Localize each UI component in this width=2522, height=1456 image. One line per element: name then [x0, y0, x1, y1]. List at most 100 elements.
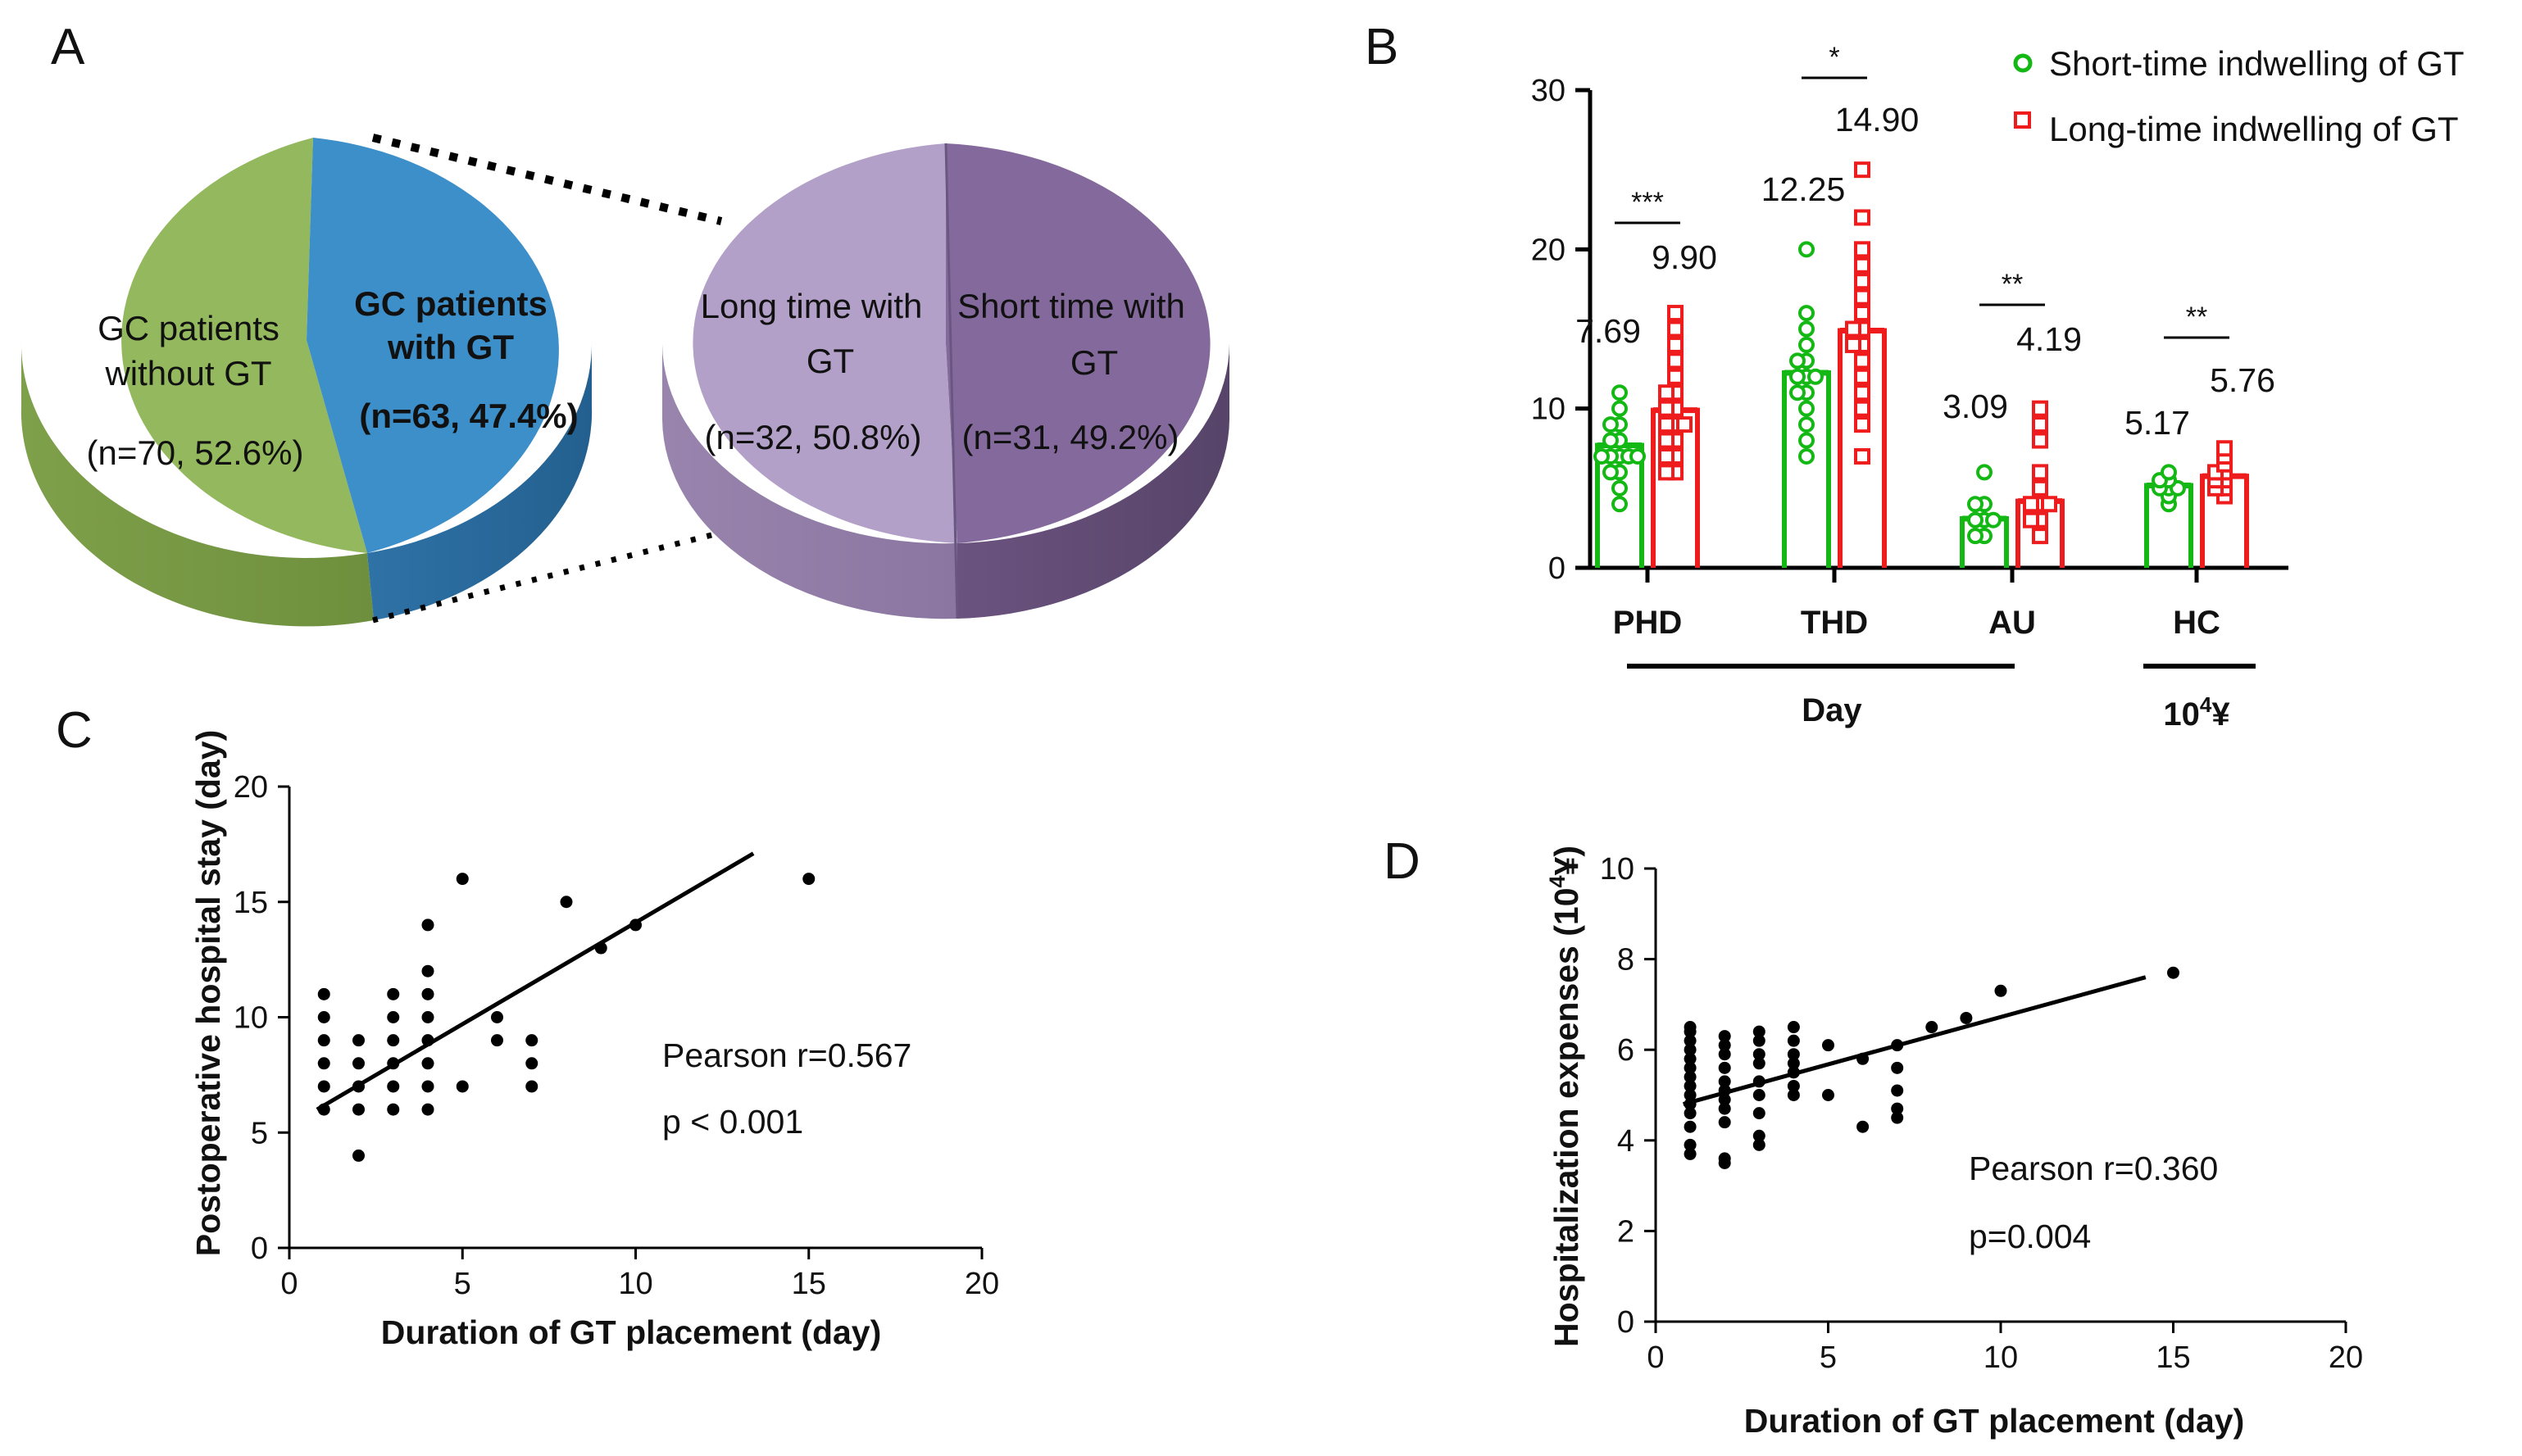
b-point — [1854, 416, 1870, 433]
b-point — [1658, 416, 1675, 433]
c-point — [456, 1080, 469, 1093]
pie-slice-with-gt — [307, 138, 559, 553]
hc-unit-label: 104¥ — [2163, 692, 2230, 733]
b-point — [1798, 241, 1815, 258]
c-point — [317, 1080, 330, 1093]
c-point — [387, 1034, 400, 1047]
c-y-axis-title: Postoperative hospital stay (day) — [189, 730, 227, 1257]
b-point — [1789, 368, 1806, 385]
c-point — [317, 1011, 330, 1023]
c-point — [317, 987, 330, 1000]
d-y-tick-label: 2 — [1617, 1214, 1634, 1249]
b-category-label: AU — [1988, 605, 2036, 641]
d-x-axis-title: Duration of GT placement (day) — [1744, 1402, 2245, 1440]
c-y-tick-label: 10 — [234, 1001, 268, 1036]
c-point — [525, 1034, 538, 1047]
b-bar-value-label: 3.09 — [1943, 388, 2008, 425]
b-point — [1611, 496, 1628, 513]
b-point — [2032, 432, 2048, 449]
b-bar-value-label: 7.69 — [1575, 312, 1641, 350]
c-point — [421, 1103, 434, 1116]
d-point — [1684, 1070, 1697, 1083]
d-point — [1718, 1048, 1731, 1061]
b-point — [2041, 496, 2057, 513]
zoom-connector-bottom — [372, 525, 738, 624]
b-point — [1798, 336, 1815, 353]
d-point — [1752, 1025, 1765, 1038]
d-fit-line — [1683, 975, 2147, 1106]
b-point — [1798, 416, 1815, 433]
d-point — [1787, 1089, 1800, 1101]
d-y-tick-label: 8 — [1617, 943, 1634, 977]
legend-marker-long — [2014, 111, 2031, 129]
d-point — [1752, 1129, 1765, 1142]
b-point — [1611, 400, 1628, 417]
b-point — [1798, 320, 1815, 338]
pie-slice-long-time — [693, 143, 957, 543]
d-point — [1718, 1075, 1731, 1088]
d-point — [1684, 1052, 1697, 1065]
b-point — [1854, 209, 1870, 226]
d-point — [1718, 1030, 1731, 1043]
pie-side-purple — [957, 344, 1229, 619]
d-y-tick-label: 10 — [1600, 852, 1634, 887]
d-point — [1994, 984, 2007, 997]
d-p-value: p=0.004 — [1969, 1218, 2091, 1255]
pie-label-without-gt-l1: GC patients — [98, 309, 279, 347]
pie-value-without-gt: (n=70, 52.6%) — [86, 433, 303, 472]
c-y-tick-label: 5 — [251, 1116, 268, 1150]
c-point — [560, 896, 573, 909]
d-x-tick-label: 15 — [2156, 1340, 2190, 1375]
d-point — [1960, 1011, 1973, 1024]
b-category-label: HC — [2173, 605, 2220, 641]
c-x-tick-label: 15 — [792, 1267, 826, 1301]
b-bar-value-label: 9.90 — [1652, 238, 1717, 276]
d-point — [1752, 1048, 1765, 1061]
c-point — [525, 1080, 538, 1093]
panel-a-label: A — [51, 19, 85, 75]
pie-label-with-gt-l1: GC patients — [354, 284, 548, 323]
pie-divider — [944, 143, 959, 619]
c-x-tick-label: 0 — [280, 1267, 298, 1301]
c-point — [525, 1057, 538, 1070]
d-x-tick-label: 10 — [1984, 1340, 2018, 1375]
pie-value-with-gt: (n=63, 47.4%) — [359, 397, 578, 435]
b-point — [1602, 432, 1619, 449]
d-pearson: Pearson r=0.360 — [1969, 1150, 2218, 1187]
d-point — [1718, 1116, 1731, 1129]
panel-c-label: C — [56, 702, 93, 759]
b-point — [1854, 273, 1870, 290]
b-point — [1593, 447, 1610, 465]
b-point — [1789, 384, 1806, 401]
b-point — [2161, 464, 2177, 481]
b-point — [1845, 320, 1861, 338]
b-bar-value-label: 4.19 — [2016, 320, 2082, 358]
b-point — [1854, 400, 1870, 417]
d-point — [1684, 1021, 1697, 1034]
d-point — [1752, 1057, 1765, 1070]
c-point — [387, 1080, 400, 1093]
d-point — [1684, 1079, 1697, 1092]
b-bar-value-label: 14.90 — [1835, 101, 1920, 138]
b-point — [1854, 241, 1870, 258]
b-point — [1967, 496, 1984, 513]
pie-label-short-time-l2: GT — [1070, 343, 1118, 382]
b-point — [1667, 368, 1684, 385]
b-point — [1611, 384, 1628, 401]
panel-d-label: D — [1384, 833, 1420, 890]
pie-label-long-time-l1: Long time with — [701, 287, 923, 325]
b-point — [1854, 447, 1870, 465]
d-point — [1684, 1138, 1697, 1151]
b-point — [1854, 305, 1870, 322]
d-point — [1684, 1120, 1697, 1133]
panel-c-plot: 0 5 10 15 20 0 5 10 15 20 — [234, 770, 999, 1301]
d-point — [1718, 1152, 1731, 1165]
b-point — [1658, 464, 1675, 481]
d-y-axis-title: Hospitalization expenses (104¥) — [1545, 846, 1585, 1347]
b-point — [1807, 368, 1824, 385]
d-point — [1718, 1061, 1731, 1074]
c-point — [421, 964, 434, 977]
d-point — [2167, 966, 2179, 979]
